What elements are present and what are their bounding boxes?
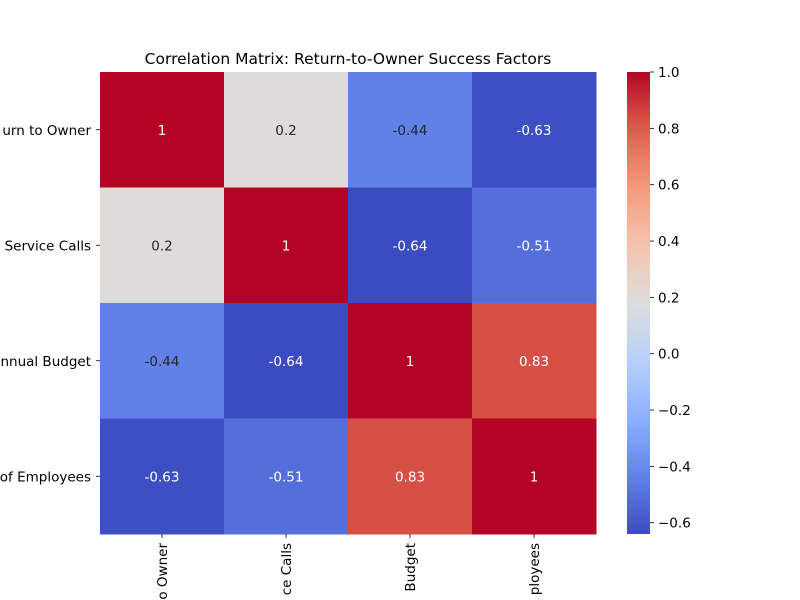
heatmap-cell-value: -0.44 xyxy=(145,354,180,370)
heatmap-cell-labels: 1 0.2 -0.44 -0.63 0.2 1 -0.64 -0.51 -0.44 -0.64 1 0… xyxy=(145,123,552,486)
heatmap-cell xyxy=(224,187,349,304)
heatmap-cell-value: 1 xyxy=(530,469,539,485)
column-tick-label: ce Calls xyxy=(279,543,295,595)
colorbar-gradient xyxy=(627,72,650,534)
heatmap-cell xyxy=(224,303,349,419)
heatmap-cell xyxy=(472,303,597,419)
heatmap-cell-value: 1 xyxy=(158,123,167,139)
heatmap-cell xyxy=(472,72,597,188)
colorbar-tick-label: 0.8 xyxy=(658,121,679,137)
column-tick-label: ployees xyxy=(527,543,543,595)
heatmap-cells xyxy=(100,72,597,535)
row-tick-label: of Employees xyxy=(0,469,91,485)
colorbar-tick-label: −0.2 xyxy=(658,403,691,419)
heatmap-cell xyxy=(348,187,473,304)
column-tick-label: Budget xyxy=(403,543,419,592)
colorbar-tick-label: 1.0 xyxy=(658,65,679,81)
column-axis: o Owner ce Calls Budget ployees xyxy=(155,534,543,600)
heatmap-cell xyxy=(100,303,225,419)
heatmap-cell-value: -0.51 xyxy=(517,238,552,254)
heatmap-cell xyxy=(472,187,597,304)
row-tick-label: Service Calls xyxy=(5,238,91,254)
chart-title: Correlation Matrix: Return-to-Owner Succ… xyxy=(145,50,552,68)
heatmap-cell xyxy=(472,418,597,535)
colorbar-tick-label: 0.4 xyxy=(658,234,679,250)
heatmap-cell xyxy=(100,418,225,535)
heatmap-cell-value: -0.44 xyxy=(393,123,428,139)
heatmap-cell xyxy=(100,72,225,188)
colorbar-tick-label: −0.4 xyxy=(658,459,691,475)
column-tick-label: o Owner xyxy=(155,543,171,600)
colorbar-tick-label: 0.0 xyxy=(658,347,679,363)
heatmap-cell-value: 0.83 xyxy=(395,469,425,485)
heatmap-cell-value: 1 xyxy=(406,354,415,370)
colorbar-tick-label: −0.6 xyxy=(658,516,691,532)
heatmap-cell xyxy=(100,187,225,304)
colorbar-tick-label: 0.2 xyxy=(658,290,679,306)
heatmap-cell xyxy=(224,418,349,535)
heatmap-cell-value: 0.83 xyxy=(519,354,549,370)
heatmap-cell-value: 0.2 xyxy=(151,238,172,254)
heatmap-cell-value: 1 xyxy=(282,238,291,254)
heatmap-cell xyxy=(224,72,349,188)
heatmap-cell-value: 0.2 xyxy=(275,123,296,139)
heatmap-cell xyxy=(348,72,473,188)
heatmap-cell-value: -0.64 xyxy=(269,354,304,370)
colorbar: 1.0 0.8 0.6 0.4 0.2 0.0 −0.2 −0.4 −0.6 xyxy=(627,65,691,534)
heatmap-cell-value: -0.51 xyxy=(269,469,304,485)
row-axis: urn to Owner Service Calls nnual Budget of … xyxy=(0,123,100,485)
heatmap-cell xyxy=(348,303,473,419)
colorbar-tick-label: 0.6 xyxy=(658,178,679,194)
row-tick-label: urn to Owner xyxy=(2,123,91,139)
row-tick-label: nnual Budget xyxy=(0,354,91,370)
heatmap-cell-value: -0.63 xyxy=(145,469,180,485)
heatmap-cell xyxy=(348,418,473,535)
heatmap-cell-value: -0.64 xyxy=(393,238,428,254)
heatmap-cell-value: -0.63 xyxy=(517,123,552,139)
